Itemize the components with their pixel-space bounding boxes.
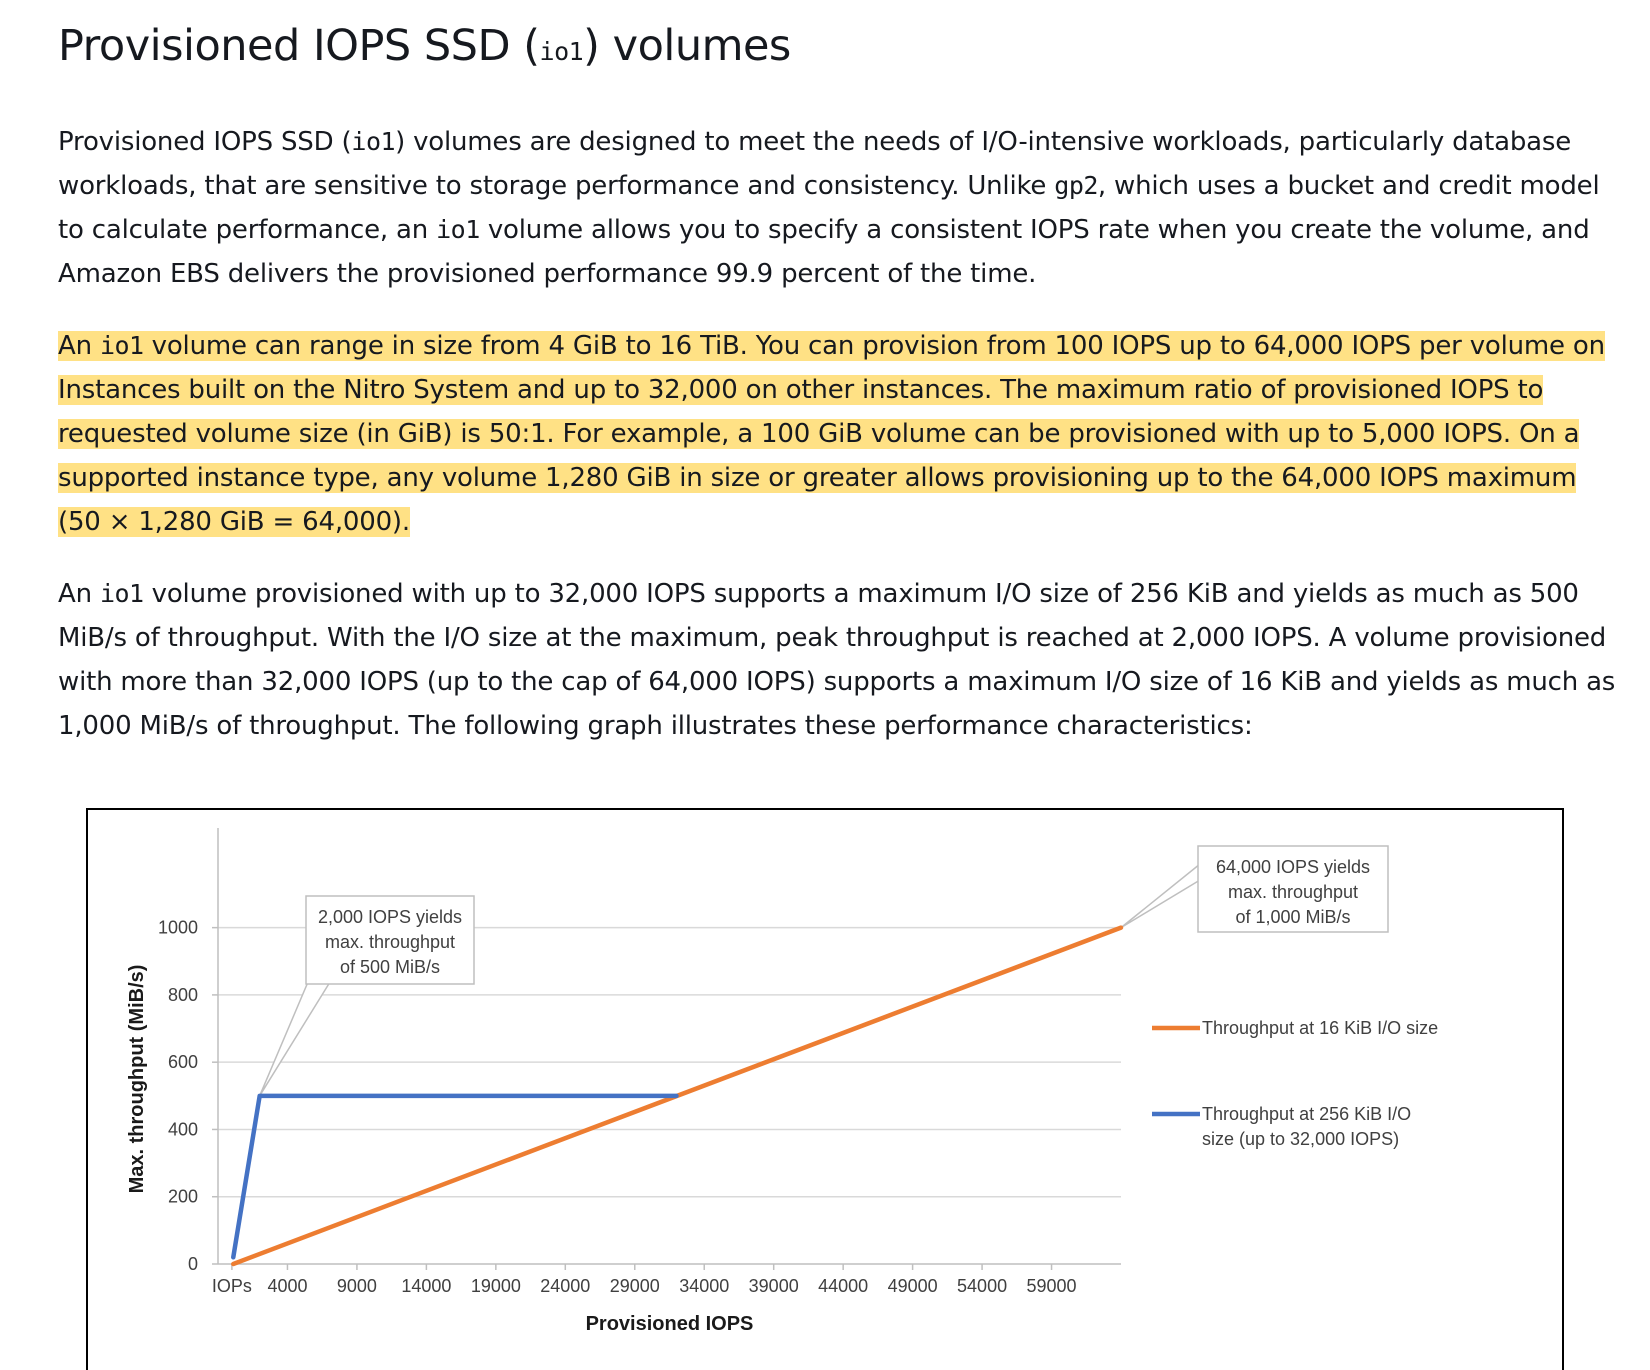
- p2-code-io1: io1: [99, 331, 144, 360]
- callout-box: [1197, 845, 1389, 933]
- p3-text-a: An: [58, 579, 100, 609]
- title-code: io1: [539, 37, 584, 66]
- title-text-end: ) volumes: [583, 21, 791, 71]
- callout-text: 2,000 IOPS yields: [318, 907, 462, 927]
- callout-text: max. throughput: [325, 932, 455, 952]
- x-tick-label: 39000: [749, 1276, 799, 1296]
- callout-text: 64,000 IOPS yields: [1216, 857, 1370, 877]
- callout-box: [305, 895, 475, 985]
- legend-label: Throughput at 16 KiB I/O size: [1202, 1018, 1438, 1038]
- x-tick-label: 29000: [610, 1276, 660, 1296]
- callout-text: of 500 MiB/s: [340, 957, 440, 977]
- x-tick-label: 54000: [957, 1276, 1007, 1296]
- p2-text-a: An: [58, 331, 100, 361]
- y-tick-label: 1000: [158, 918, 198, 938]
- title-text-start: Provisioned IOPS SSD (: [58, 21, 540, 71]
- y-tick-label: 200: [168, 1187, 198, 1207]
- paragraph-throughput: An io1 volume provisioned with up to 32,…: [58, 572, 1618, 748]
- legend-label: size (up to 32,000 IOPS): [1202, 1129, 1399, 1149]
- callout-text: of 1,000 MiB/s: [1235, 907, 1350, 927]
- p3-code-io1: io1: [99, 579, 144, 608]
- x-tick-label: 9000: [337, 1276, 377, 1296]
- series-line-2: [231, 1093, 679, 1260]
- p1-code-io1-2: io1: [436, 215, 480, 244]
- p1-code-io1: io1: [351, 127, 396, 156]
- doc-content: Provisioned IOPS SSD (io1) volumes Provi…: [58, 0, 1618, 748]
- x-tick-label: 14000: [401, 1276, 451, 1296]
- p1-text-c: , which uses a bucket and credit model t…: [58, 171, 1600, 245]
- x-axis-title: Provisioned IOPS: [586, 1313, 754, 1335]
- callout-text: max. throughput: [1228, 882, 1358, 902]
- callout-pointer: [1120, 862, 1201, 929]
- legend-label: Throughput at 256 KiB I/O: [1202, 1104, 1411, 1124]
- x-tick-label: 44000: [818, 1276, 868, 1296]
- p2-text-b: volume can range in size from 4 GiB to 1…: [58, 331, 1605, 537]
- y-tick-label: 800: [168, 985, 198, 1005]
- y-axis-title: Max. throughput (MiB/s): [126, 965, 148, 1194]
- x-tick-label: IOPs: [212, 1276, 252, 1296]
- x-tick-label: 59000: [1027, 1276, 1077, 1296]
- chart-frame: 0 200 400 600 800 1000 IOPs 4000 9000 14000 19000 2…: [86, 808, 1564, 1370]
- y-tick-label: 600: [168, 1052, 198, 1072]
- p1-text-a: Provisioned IOPS SSD (: [58, 127, 352, 157]
- p1-code-gp2: gp2: [1054, 171, 1098, 200]
- page-title: Provisioned IOPS SSD (io1) volumes: [58, 0, 1618, 82]
- paragraph-highlighted: An io1 volume can range in size from 4 G…: [58, 324, 1618, 544]
- throughput-chart: 0 200 400 600 800 1000 IOPs 4000 9000 14000 19000 2…: [126, 828, 1438, 1335]
- x-tick-label: 24000: [540, 1276, 590, 1296]
- p1-text-b: ) volumes are designed to meet the needs…: [58, 127, 1572, 201]
- paragraph-intro: Provisioned IOPS SSD (io1) volumes are d…: [58, 120, 1618, 296]
- p3-text-b: volume provisioned with up to 32,000 IOP…: [58, 579, 1616, 741]
- p1-text-d: volume allows you to specify a consisten…: [58, 215, 1590, 289]
- x-tick-label: 19000: [471, 1276, 521, 1296]
- callout-pointer: [258, 981, 332, 1097]
- x-tick-label: 34000: [679, 1276, 729, 1296]
- highlight: An io1 volume can range in size from 4 G…: [58, 331, 1605, 537]
- y-tick-label: 0: [188, 1254, 198, 1274]
- x-tick-label: 4000: [267, 1276, 307, 1296]
- x-tick-label: 49000: [888, 1276, 938, 1296]
- y-tick-label: 400: [168, 1119, 198, 1139]
